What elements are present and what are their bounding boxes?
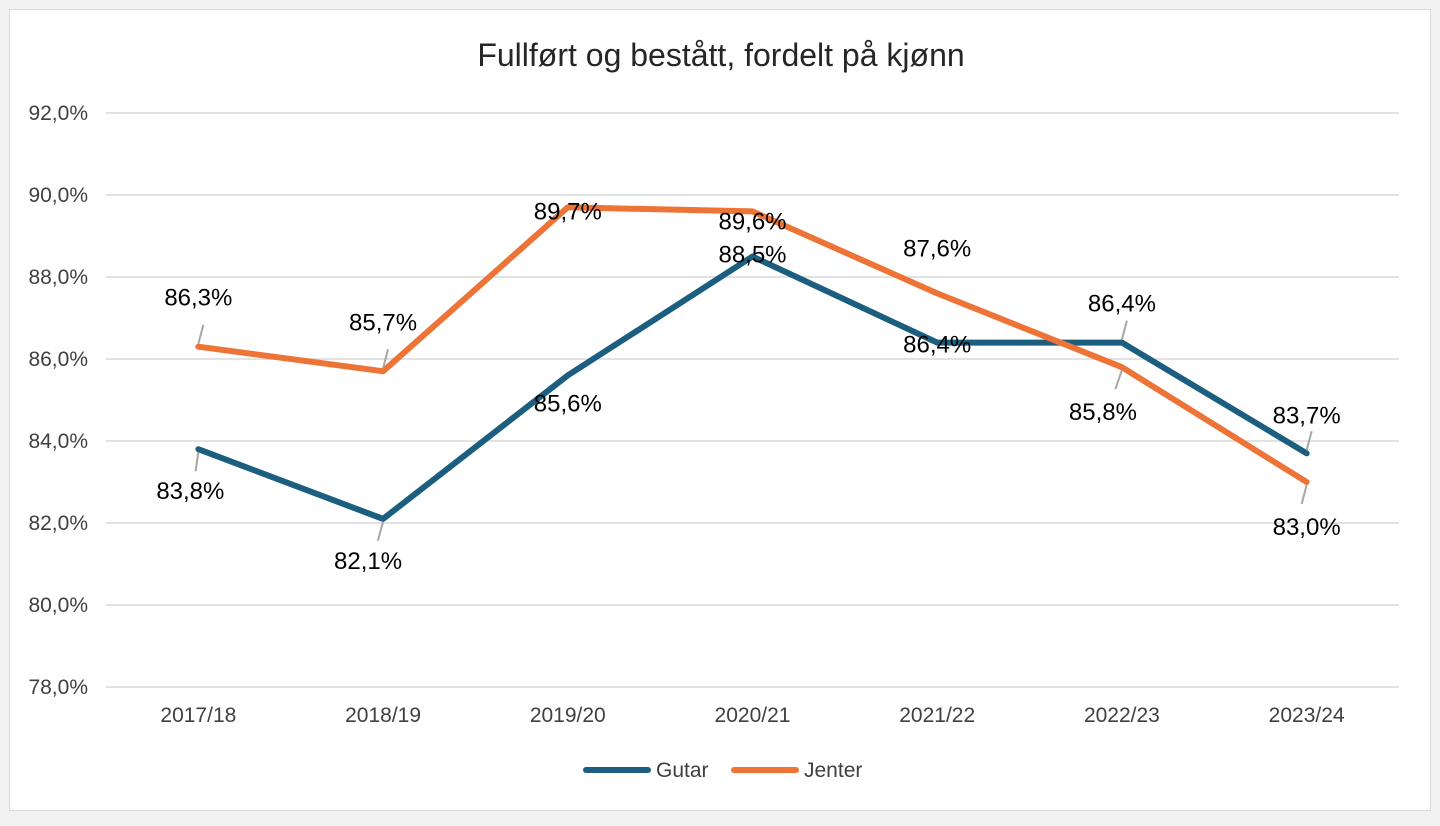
y-tick-label: 78,0% <box>28 676 88 699</box>
legend: Gutar Jenter <box>583 759 862 782</box>
data-label: 86,4% <box>903 332 971 359</box>
leader-line <box>382 349 390 369</box>
leader-line <box>1300 484 1308 505</box>
y-tick-label: 86,0% <box>28 348 88 371</box>
x-tick-label: 2017/18 <box>160 704 236 727</box>
x-tick-label: 2018/19 <box>345 704 421 727</box>
x-tick-label: 2019/20 <box>530 704 606 727</box>
data-label: 83,8% <box>156 478 224 505</box>
chart-frame: Fullført og bestått, fordelt på kjønn 78… <box>9 9 1431 811</box>
leader-line <box>376 521 385 542</box>
leader-line <box>194 452 200 472</box>
x-tick-label: 2020/21 <box>715 704 791 727</box>
y-axis-ticks: 78,0% 80,0% 82,0% 84,0% 86,0% 88,0% 90,0% 92,0% <box>28 102 88 699</box>
data-label: 88,5% <box>718 242 786 269</box>
x-axis-ticks: 2017/18 2018/19 2019/20 2020/21 2021/22 2022/… <box>160 704 1345 727</box>
y-tick-label: 84,0% <box>28 430 88 453</box>
data-label: 89,7% <box>534 198 602 225</box>
series-line-jenter <box>195 204 1310 485</box>
data-label: 86,3% <box>164 285 232 312</box>
label-leader-lines <box>194 320 1313 542</box>
series-line-gutar <box>195 253 1310 522</box>
data-labels: 83,8% 82,1% 85,6% 88,5% 86,4% 86,4% 83,7% 86,3%… <box>156 198 1340 575</box>
leader-line <box>1114 369 1123 390</box>
x-tick-label: 2023/24 <box>1269 704 1345 727</box>
x-tick-label: 2021/22 <box>899 704 975 727</box>
y-tick-label: 82,0% <box>28 512 88 535</box>
legend-label-gutar: Gutar <box>656 759 709 782</box>
chart-title: Fullført og bestått, fordelt på kjønn <box>477 37 964 73</box>
series-lines <box>195 204 1310 522</box>
data-label: 82,1% <box>334 548 402 575</box>
x-tick-label: 2022/23 <box>1084 704 1160 727</box>
data-label: 89,6% <box>718 208 786 235</box>
y-tick-label: 80,0% <box>28 594 88 617</box>
data-label: 87,6% <box>903 235 971 262</box>
legend-label-jenter: Jenter <box>804 759 862 782</box>
data-label: 86,4% <box>1088 291 1156 318</box>
leader-line <box>1120 320 1128 340</box>
leader-line <box>1305 431 1313 451</box>
data-label: 83,0% <box>1273 514 1341 541</box>
data-label: 85,8% <box>1069 399 1137 426</box>
y-tick-label: 88,0% <box>28 266 88 289</box>
y-tick-label: 90,0% <box>28 184 88 207</box>
data-label: 85,7% <box>349 309 417 336</box>
data-label: 83,7% <box>1273 402 1341 429</box>
line-chart: Fullført og bestått, fordelt på kjønn 78… <box>28 37 1399 782</box>
y-tick-label: 92,0% <box>28 102 88 125</box>
data-label: 85,6% <box>534 390 602 417</box>
leader-line <box>197 324 205 344</box>
gridlines <box>106 112 1399 688</box>
